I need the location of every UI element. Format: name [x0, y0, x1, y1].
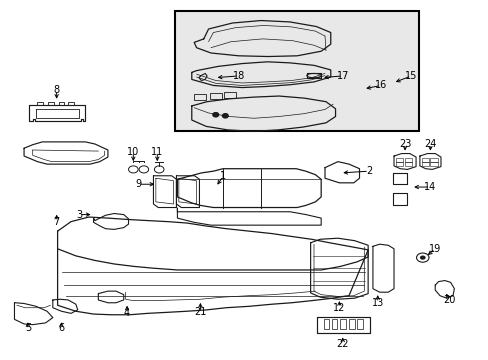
Bar	[404, 162, 411, 166]
Circle shape	[419, 256, 425, 260]
Bar	[331, 319, 337, 329]
Text: 12: 12	[332, 303, 345, 313]
Bar	[356, 319, 362, 329]
Text: 24: 24	[424, 139, 436, 149]
Text: 22: 22	[336, 339, 348, 349]
Text: 21: 21	[194, 307, 206, 317]
Circle shape	[222, 114, 228, 118]
Bar	[421, 158, 428, 162]
Text: 7: 7	[53, 217, 60, 227]
Bar	[395, 162, 402, 166]
Text: 15: 15	[404, 71, 417, 81]
Text: 20: 20	[443, 295, 455, 305]
Text: 11: 11	[151, 147, 163, 157]
Bar	[429, 158, 437, 162]
Text: 6: 6	[58, 323, 64, 333]
Bar	[404, 158, 411, 162]
Bar	[323, 319, 328, 329]
Text: 5: 5	[25, 323, 31, 333]
Bar	[340, 319, 346, 329]
Text: 17: 17	[336, 71, 348, 81]
Bar	[429, 162, 437, 166]
Bar	[348, 319, 354, 329]
Text: 18: 18	[232, 71, 244, 81]
Text: 14: 14	[424, 182, 436, 192]
Text: 2: 2	[365, 166, 371, 176]
Text: 19: 19	[428, 244, 441, 254]
Bar	[224, 92, 236, 98]
Text: 9: 9	[135, 179, 141, 189]
Text: 10: 10	[127, 147, 139, 157]
Bar	[194, 94, 206, 100]
Text: 8: 8	[54, 85, 60, 95]
Text: 3: 3	[76, 210, 82, 220]
Text: 16: 16	[374, 80, 386, 90]
Text: 13: 13	[371, 298, 383, 308]
Text: 1: 1	[220, 171, 225, 181]
Bar	[209, 93, 222, 99]
Circle shape	[212, 113, 218, 117]
Text: 4: 4	[124, 309, 130, 318]
Bar	[421, 162, 428, 166]
Bar	[175, 11, 419, 131]
Bar	[395, 158, 402, 162]
Text: 23: 23	[398, 139, 410, 149]
